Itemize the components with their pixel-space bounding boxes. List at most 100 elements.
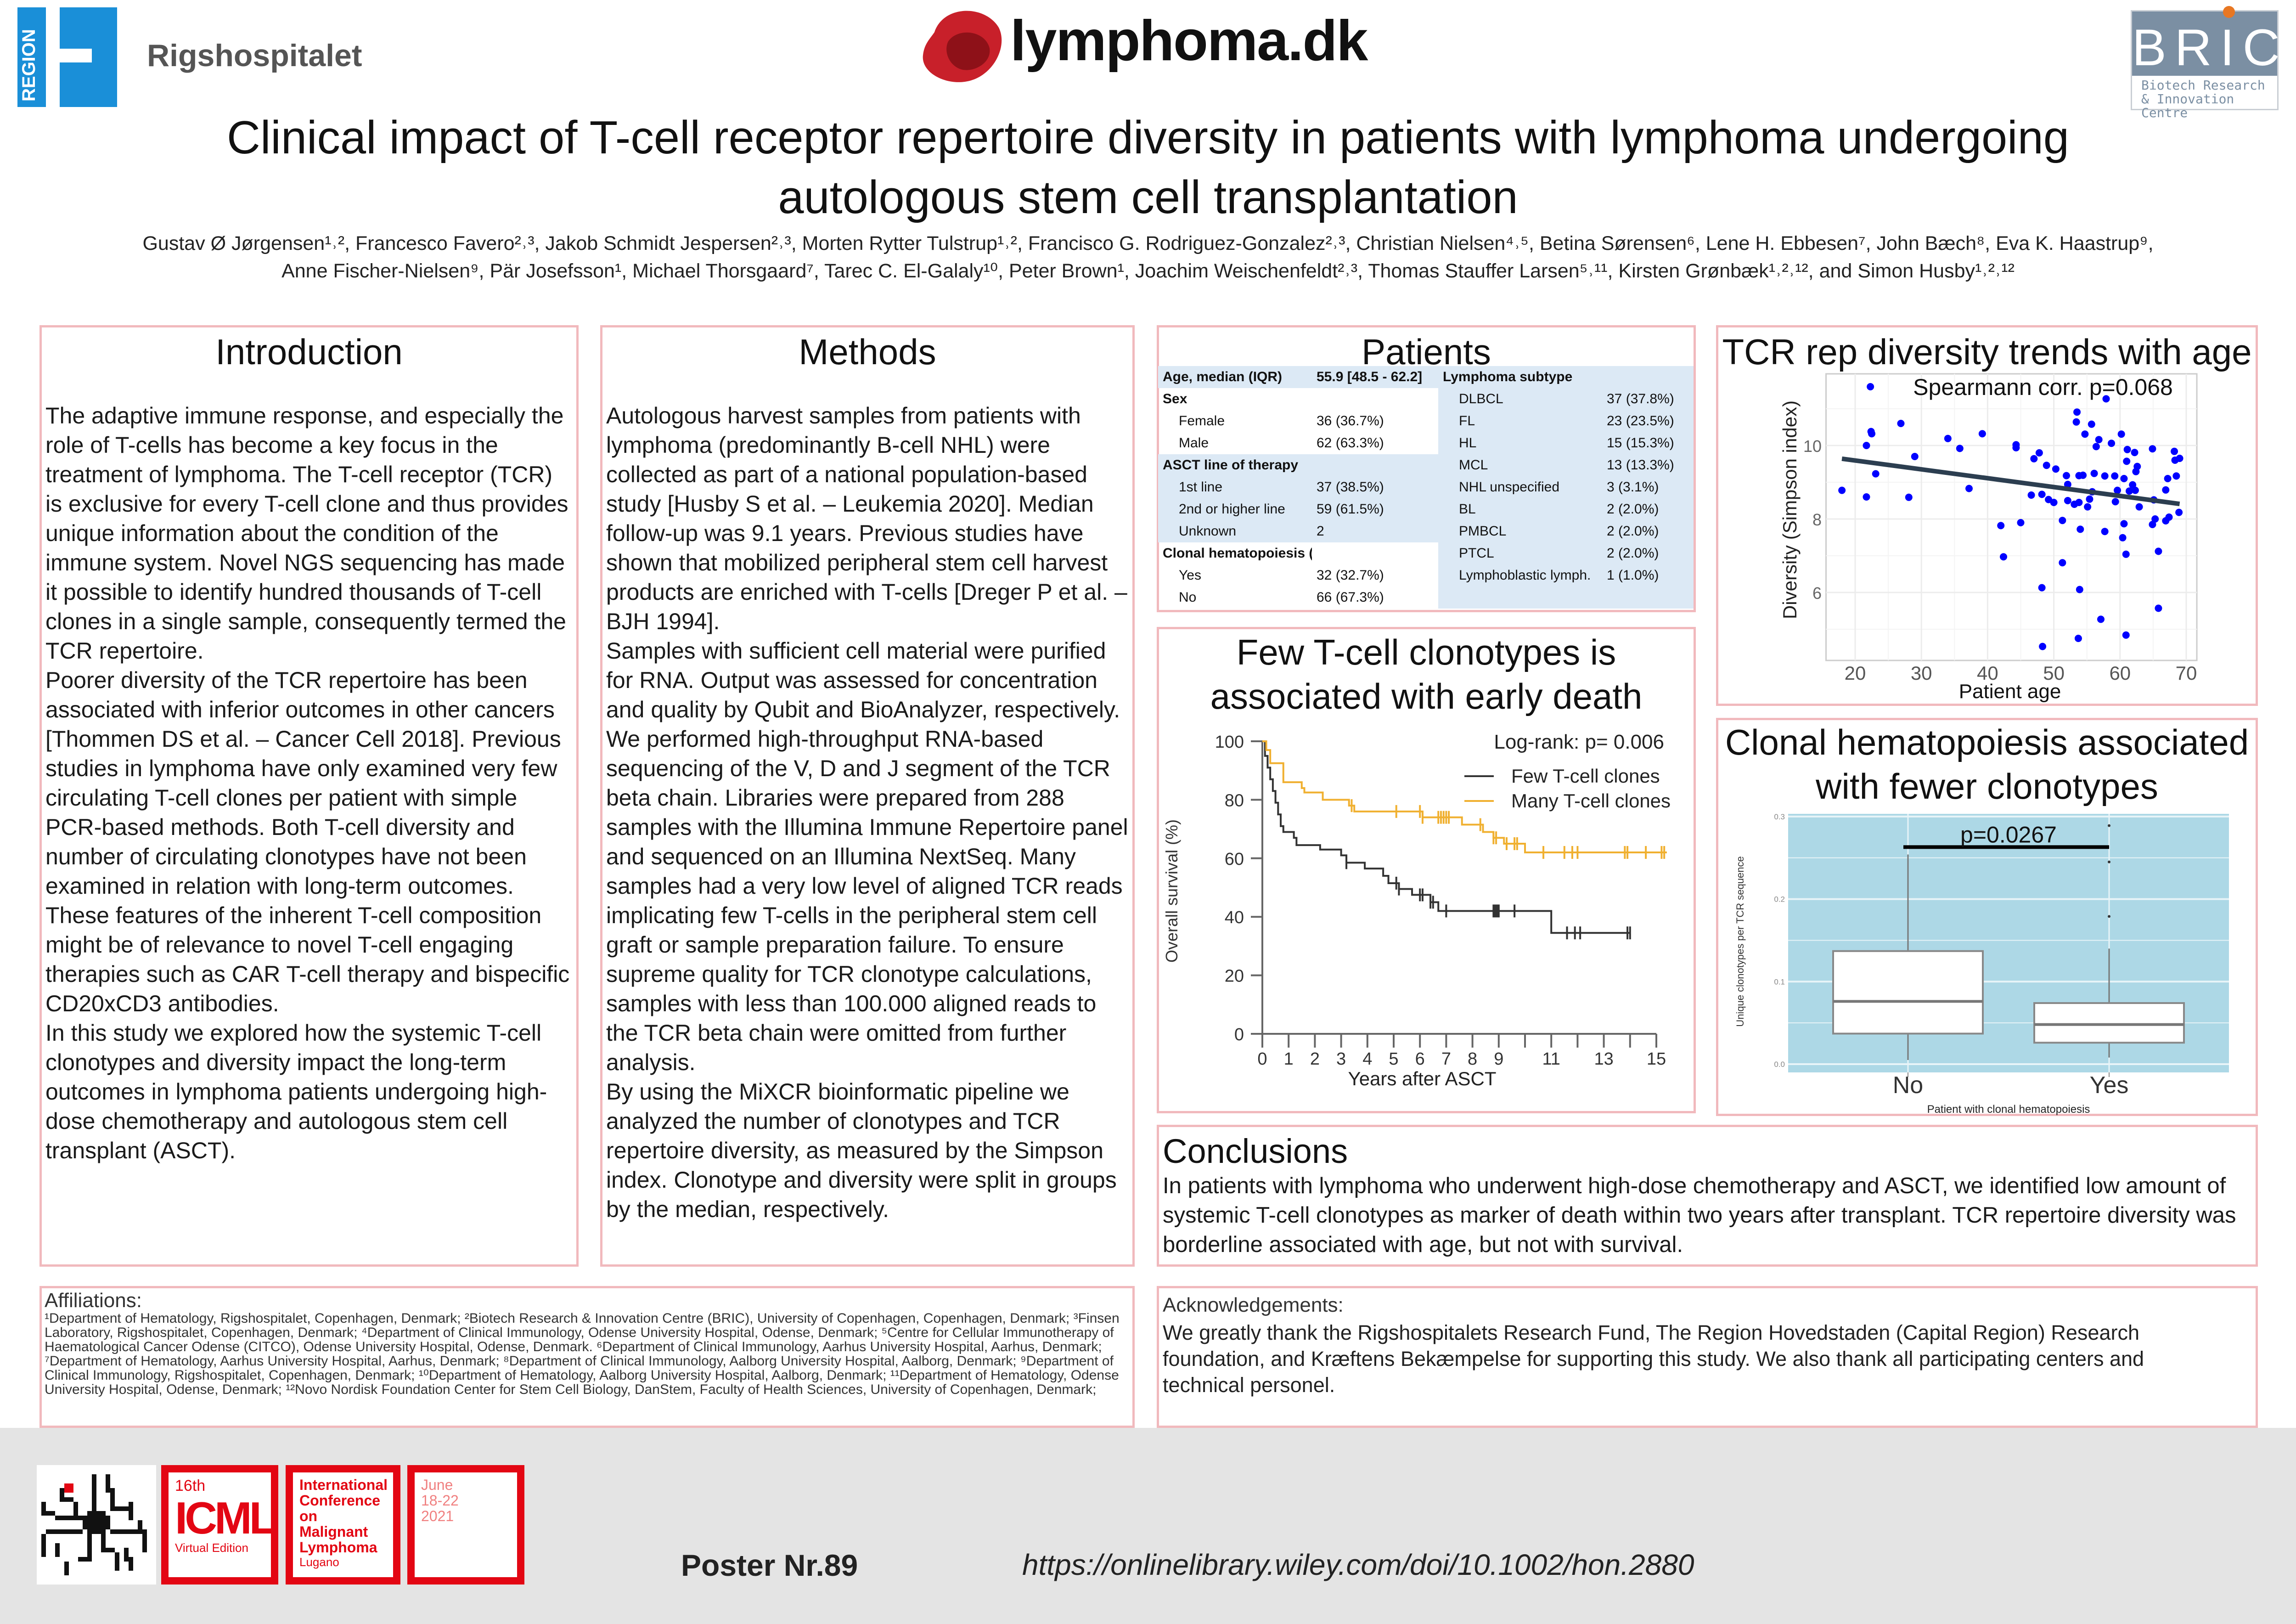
patients-table-row: Unknown 2 PMBCL 2 (2.0%) (1158, 520, 1694, 542)
doi-link[interactable]: https://onlinelibrary.wiley.com/doi/10.1… (1022, 1548, 1694, 1581)
data-point (2095, 436, 2103, 444)
outlier-point (2108, 860, 2110, 863)
row-label: No (1179, 590, 1197, 605)
data-point (2117, 430, 2125, 438)
row-value: 36 (36.7%) (1317, 413, 1384, 429)
data-point (2088, 420, 2095, 428)
data-point (2120, 475, 2128, 482)
data-point (2120, 520, 2128, 528)
patients-table-row: 2nd or higher line 59 (61.5%) BL 2 (2.0%) (1158, 498, 1694, 520)
subtype-label: BL (1438, 498, 1602, 520)
subtype-value (1602, 366, 1694, 388)
data-point (2050, 499, 2058, 506)
logrank-annotation: Log-rank: p= 0.006 (1494, 731, 1664, 753)
survival-panel: Few T-cell clonotypes is associated with… (1157, 627, 1696, 1113)
subtype-value (1602, 586, 1694, 609)
outlier-point (2108, 824, 2110, 827)
introduction-text: The adaptive immune response, and especi… (45, 401, 573, 1165)
data-point (2064, 480, 2071, 488)
clonotype-boxplot: 0.0 0.1 0.2 0.3 No Yes p=0.0267 Patient with cl… (1734, 812, 2229, 1116)
subtype-value: 37 (37.8%) (1602, 388, 1694, 410)
subtype-value: 23 (23.5%) (1602, 410, 1694, 432)
x-tick-label: 0 (1257, 1049, 1267, 1069)
row-value: 66 (67.3%) (1317, 590, 1384, 605)
subtype-label: MCL (1438, 454, 1602, 476)
acknowledgements-heading: Acknowledgements: (1163, 1294, 1344, 1316)
row-label: Age, median (IQR) (1158, 366, 1312, 388)
lymphoma-logo-text: lymphoma.dk (1010, 9, 1368, 73)
survival-heading-line-1: Few T-cell clonotypes is (1236, 632, 1616, 672)
patients-table-row: No 66 (67.3%) (1158, 586, 1694, 609)
data-point (2097, 615, 2105, 623)
region-h-logo-graphic: REGION (17, 7, 117, 107)
outlier-point (2108, 915, 2110, 918)
x-tick-label: 20 (1845, 662, 1866, 684)
x-tick-label: 9 (1494, 1049, 1503, 1069)
diversity-age-heading: TCR rep diversity trends with age (1722, 332, 2252, 372)
data-point (2123, 445, 2131, 453)
data-point (2111, 498, 2119, 506)
data-point (2076, 586, 2083, 593)
y-tick-label: 0.0 (1774, 1060, 1785, 1069)
subtype-label: DLBCL (1438, 388, 1602, 410)
y-tick-label: 0 (1234, 1025, 1244, 1044)
row-label: Yes (1179, 568, 1201, 583)
data-point (2155, 547, 2162, 555)
authors-line-1: Gustav Ø Jørgensen¹˒², Francesco Favero²… (142, 232, 2154, 254)
patients-table-row: ASCT line of therapy MCL 13 (13.3%) (1158, 454, 1694, 476)
subtype-value: 13 (13.3%) (1602, 454, 1694, 476)
icml-edition-box: 16th ICML Virtual Edition (161, 1465, 278, 1585)
data-point (2111, 472, 2119, 480)
data-point (2084, 503, 2092, 511)
x-tick-label: 8 (1468, 1049, 1477, 1069)
patients-table: Age, median (IQR) 55.9 [48.5 - 62.2] Lymph… (1158, 366, 1694, 609)
data-point (2101, 472, 2109, 480)
patients-heading: Patients (1362, 332, 1491, 372)
data-point (2122, 550, 2130, 558)
data-point (2129, 481, 2137, 489)
data-point (2081, 430, 2089, 438)
data-point (2102, 395, 2110, 403)
row-label: 1st line (1158, 476, 1312, 498)
data-point (2074, 635, 2082, 642)
acknowledgements-panel: Acknowledgements: We greatly thank the R… (1157, 1286, 2258, 1428)
methods-panel: Methods Autologous harvest samples from … (600, 325, 1135, 1267)
data-point (2164, 475, 2172, 482)
bric-logo-subtitle: Biotech Research & Innovation Centre (2141, 78, 2265, 120)
author-list: Gustav Ø Jørgensen¹˒², Francesco Favero²… (46, 230, 2250, 285)
row-label: Male (1179, 435, 1209, 451)
data-point (2151, 515, 2159, 523)
subtype-label (1438, 586, 1602, 609)
box (2033, 1002, 2185, 1044)
survival-heading: Few T-cell clonotypes is associated with… (1159, 630, 1694, 718)
data-point (2012, 444, 2020, 451)
patients-table-row: Yes 32 (32.7%) Lymphoblastic lymph. 1 (1.0%… (1158, 564, 1694, 586)
data-point (2043, 462, 2050, 469)
data-point (2027, 491, 2035, 499)
y-tick-label: 0.1 (1774, 977, 1785, 986)
data-point (2062, 472, 2070, 479)
diversity-age-chart: 20 30 40 50 60 70 6 8 10 Spearmann corr. p=0.068 P… (1779, 373, 2198, 703)
subtype-label: NHL unspecified (1438, 476, 1602, 498)
patients-table-row: 1st line 37 (38.5%) NHL unspecified 3 (3.1%… (1158, 476, 1694, 498)
data-point (2119, 534, 2127, 541)
data-point (2165, 513, 2173, 521)
y-tick-label: 100 (1215, 733, 1244, 752)
y-tick-label: 0.3 (1774, 812, 1785, 821)
clonal-hematopoiesis-heading: Clonal hematopoiesis associated with few… (1718, 720, 2256, 808)
data-point (1965, 485, 1973, 492)
title-line-1: Clinical impact of T-cell receptor reper… (227, 112, 2069, 164)
row-label: ASCT line of therapy (1158, 454, 1312, 476)
row-label: 2nd or higher line (1158, 498, 1312, 520)
data-point (2064, 497, 2071, 504)
data-point (2123, 457, 2131, 465)
methods-text: Autologous harvest samples from patients… (606, 401, 1130, 1224)
subtype-label: PTCL (1438, 542, 1602, 564)
clonal-heading-line-1: Clonal hematopoiesis associated (1725, 722, 2249, 762)
data-point (1911, 453, 1919, 460)
icml-virtual-edition: Virtual Edition (175, 1541, 248, 1555)
y-axis-label: Unique clonotypes per TCR sequence (1734, 856, 1746, 1026)
x-axis-label: Years after ASCT (1348, 1068, 1497, 1089)
x-tick-label: 13 (1594, 1049, 1613, 1069)
